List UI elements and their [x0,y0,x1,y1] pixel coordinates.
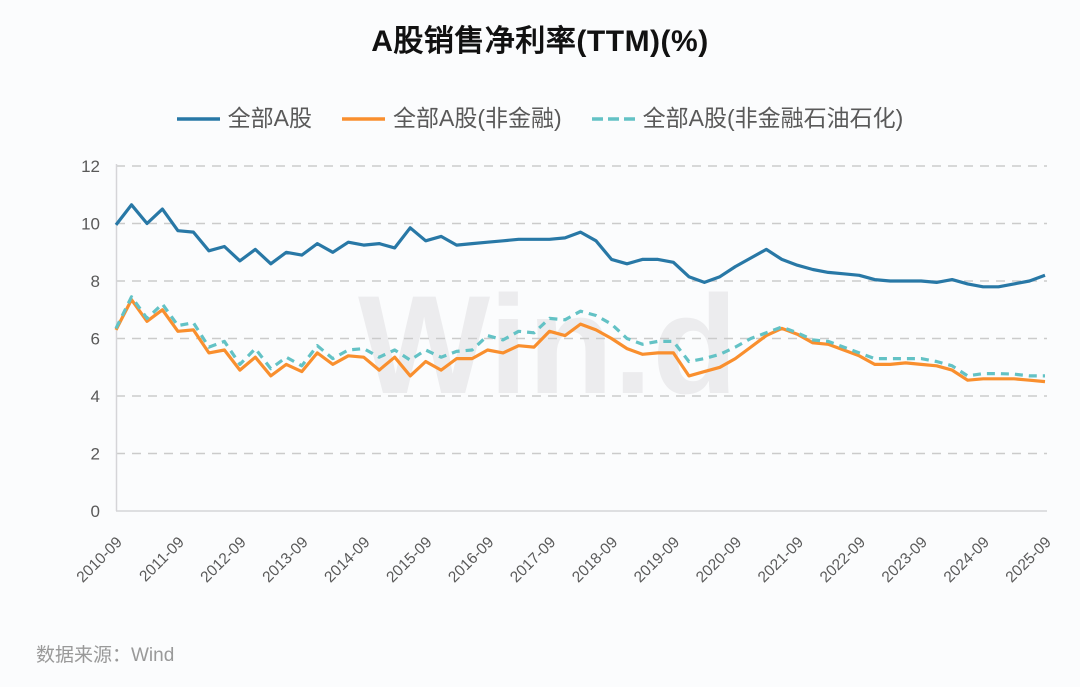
chart-title: A股销售净利率(TTM)(%) [371,25,709,58]
legend-line-swatch-icon [591,116,635,121]
x-tick-label: 2015-09 [383,534,435,586]
y-tick-label: 6 [91,330,100,349]
x-tick-label: 2016-09 [445,534,497,586]
legend-label: 全部A股(非金融石油石化) [642,105,904,131]
legend-line-swatch-icon [342,116,385,121]
series-line-2 [114,295,1045,378]
x-tick-label: 2025-09 [1003,534,1055,586]
y-tick-label: 10 [81,215,100,234]
y-tick-label: 12 [81,157,100,176]
x-tick-label: 2022-09 [817,534,869,586]
legend-label: 全部A股 [227,105,312,131]
y-tick-label: 0 [91,502,100,521]
x-tick-label: 2013-09 [259,534,311,586]
x-tick-label: 2014-09 [321,534,373,586]
series-line-0 [114,203,1046,289]
x-tick-label: 2020-09 [693,534,745,586]
x-tick-label: 2024-09 [941,534,993,586]
x-tick-label: 2010-09 [74,534,126,586]
legend-item-2[interactable]: 全部A股(非金融石油石化) [591,105,904,131]
legend-label: 全部A股(非金融) [393,105,562,131]
x-tick-label: 2012-09 [197,534,249,586]
x-axis-tick-labels: 2010-09 2011-09 2012-09 2013-09 2014-09 2015-… [74,534,1055,586]
legend-item-0[interactable]: 全部A股 [176,105,312,131]
legend-line-swatch-icon [176,116,220,121]
y-tick-label: 4 [91,387,100,406]
x-tick-label: 2018-09 [569,534,621,586]
y-tick-label: 8 [91,272,100,291]
x-tick-label: 2023-09 [879,534,931,586]
series-line-1 [114,298,1046,384]
y-axis-tick-labels: 0 2 4 6 8 10 12 [81,157,100,521]
x-tick-label: 2011-09 [136,534,187,585]
x-tick-label: 2017-09 [507,534,559,586]
watermark-text: Win.d [358,266,738,423]
legend-item-1[interactable]: 全部A股(非金融) [342,107,562,130]
x-tick-label: 2019-09 [631,534,683,586]
data-source-note: 数据来源：Wind [36,645,175,666]
x-tick-label: 2021-09 [755,534,807,586]
y-tick-label: 2 [91,445,100,464]
chart-legend: 全部A股 全部A股(非金融) 全部A股(非金融石油石化) [0,107,1080,130]
